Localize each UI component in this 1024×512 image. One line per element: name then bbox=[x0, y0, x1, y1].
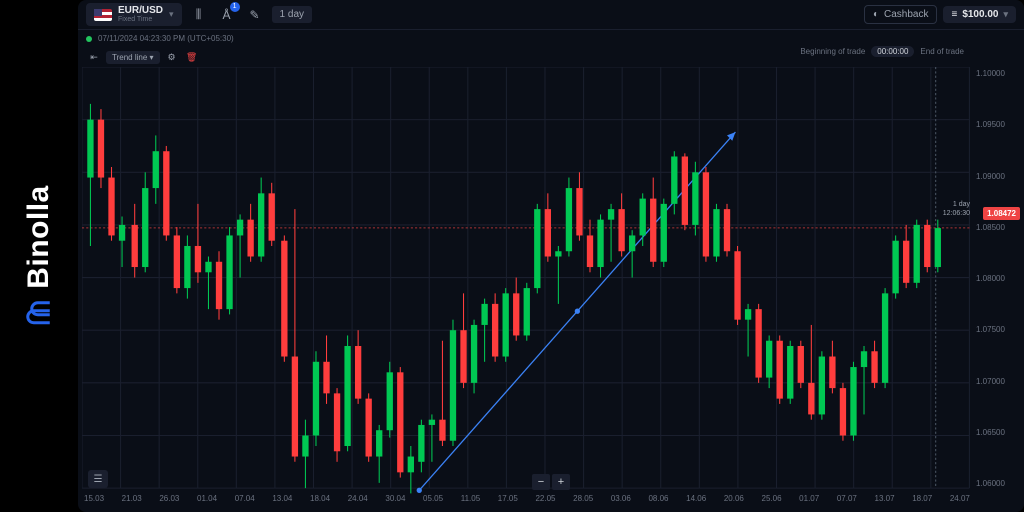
trade-end: End of trade bbox=[920, 47, 964, 56]
cashback-icon: ◐ bbox=[873, 9, 879, 20]
trade-timer: 00:00:00 bbox=[871, 46, 914, 57]
timestamp: 07/11/2024 04:23:30 PM (UTC+05:30) bbox=[98, 34, 234, 43]
trade-begin: Beginning of trade bbox=[800, 47, 865, 56]
x-axis: 15.0321.0326.0301.0407.0413.0418.0424.04… bbox=[82, 490, 972, 512]
chevron-down-icon: ▾ bbox=[169, 9, 174, 20]
zoom-controls: − + bbox=[532, 474, 570, 490]
brand-logo-icon bbox=[24, 297, 54, 327]
balance-selector[interactable]: ≡ $100.00 ▾ bbox=[943, 6, 1016, 23]
chevron-down-icon: ▾ bbox=[1003, 9, 1008, 20]
y-axis: 1.100001.095001.090001.085001.080001.075… bbox=[972, 67, 1020, 490]
indicators-button[interactable]: Å bbox=[216, 4, 238, 26]
zoom-out-button[interactable]: − bbox=[532, 474, 550, 490]
stack-icon: ≡ bbox=[951, 9, 957, 20]
drawing-tools-button[interactable]: ✎ bbox=[244, 4, 266, 26]
trendline-button[interactable]: Trend line ▾ bbox=[106, 51, 160, 64]
cashback-label: Cashback bbox=[884, 9, 928, 20]
brand-name: Binolla bbox=[22, 185, 56, 289]
pair-selector[interactable]: EUR/USD Fixed Time ▾ bbox=[86, 3, 182, 26]
trading-app: EUR/USD Fixed Time ▾ ⫼ Å ✎ 1 day ◐ Cashb… bbox=[78, 0, 1024, 512]
chart-settings-button[interactable]: ☰ bbox=[88, 470, 108, 488]
chart-type-button[interactable]: ⫼ bbox=[188, 4, 210, 26]
main-toolbar: EUR/USD Fixed Time ▾ ⫼ Å ✎ 1 day ◐ Cashb… bbox=[78, 0, 1024, 30]
page-root: Binolla EUR/USD Fixed Time ▾ ⫼ Å ✎ 1 day… bbox=[0, 0, 1024, 512]
delete-icon[interactable]: 🗑 bbox=[184, 49, 200, 65]
cashback-button[interactable]: ◐ Cashback bbox=[864, 5, 938, 24]
timeframe-selector[interactable]: 1 day bbox=[272, 6, 312, 23]
trade-time-info: Beginning of trade 00:00:00 End of trade bbox=[800, 46, 964, 57]
flag-icon bbox=[94, 9, 112, 21]
timestamp-bar: 07/11/2024 04:23:30 PM (UTC+05:30) bbox=[78, 30, 1024, 47]
settings-icon[interactable]: ⚙ bbox=[164, 49, 180, 65]
zoom-in-button[interactable]: + bbox=[552, 474, 570, 490]
balance-value: $100.00 bbox=[962, 9, 998, 20]
collapse-icon[interactable]: ⇤ bbox=[86, 49, 102, 65]
live-dot-icon bbox=[86, 36, 92, 42]
chart-area[interactable]: 1.100001.095001.090001.085001.080001.075… bbox=[82, 67, 1020, 512]
current-price-tag: 1.08472 bbox=[983, 207, 1020, 220]
candlestick-chart bbox=[82, 67, 1020, 512]
price-tooltip: 1 day12:06:30 bbox=[943, 201, 970, 218]
pair-type: Fixed Time bbox=[118, 16, 163, 23]
pair-symbol: EUR/USD bbox=[118, 6, 163, 16]
brand-sidebar: Binolla bbox=[0, 0, 78, 512]
